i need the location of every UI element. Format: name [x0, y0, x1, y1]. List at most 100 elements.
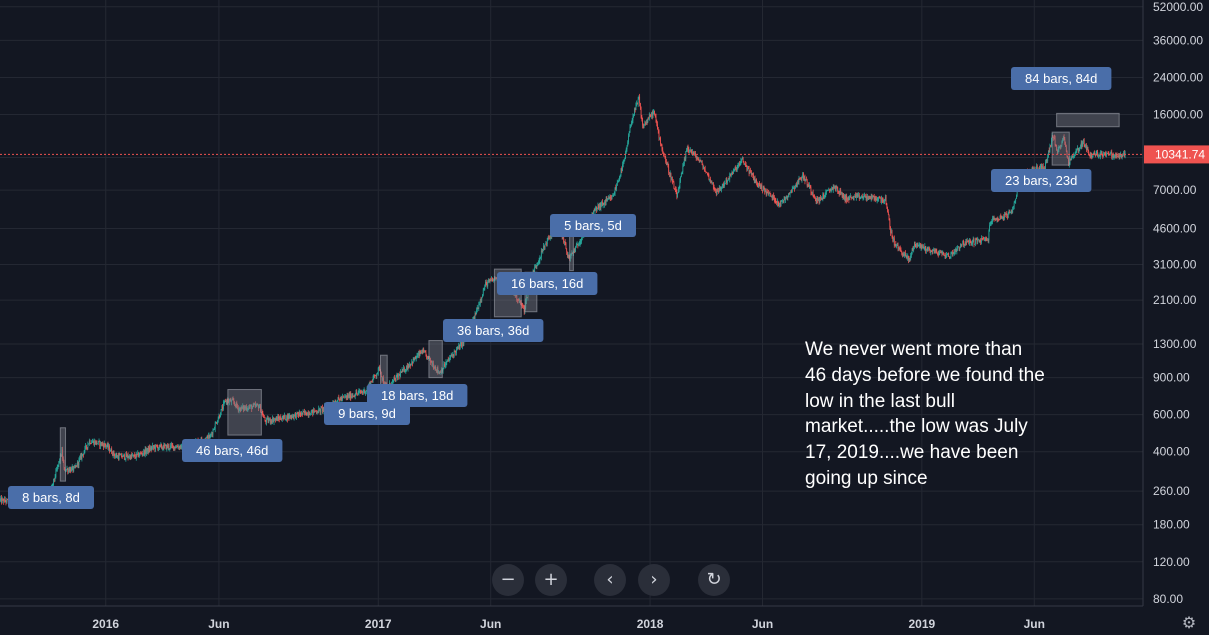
scroll-left-button[interactable]: ‹	[594, 564, 626, 596]
candle-body	[940, 251, 941, 253]
candle-body	[984, 238, 986, 240]
candle-body	[944, 255, 946, 257]
candle-body	[925, 250, 927, 252]
candle-body	[352, 395, 354, 397]
candle-body	[475, 313, 477, 315]
candle-body	[163, 444, 165, 450]
candle-body	[970, 240, 972, 245]
candle-body	[804, 177, 806, 182]
candle-body	[651, 112, 653, 117]
candle-body	[539, 257, 541, 261]
candle-body	[639, 96, 641, 104]
candle-body	[210, 434, 212, 436]
candle-body	[456, 348, 457, 353]
candle-body	[811, 192, 813, 194]
candle-body	[133, 454, 135, 456]
candle-body	[957, 246, 959, 248]
candle-body	[691, 150, 693, 155]
candle-body	[759, 183, 760, 186]
candle-body	[995, 218, 996, 220]
candle-body	[779, 203, 781, 205]
candle-body	[1102, 154, 1104, 157]
candle-body	[282, 415, 284, 419]
candle-body	[526, 297, 527, 302]
candle-body	[214, 429, 215, 430]
candle-body	[391, 381, 393, 386]
candle-body	[848, 197, 850, 200]
candle-body	[831, 187, 833, 189]
candle-body	[923, 248, 925, 249]
scroll-right-button[interactable]: ›	[638, 564, 670, 596]
candle-body	[173, 445, 174, 450]
candle-body	[362, 392, 364, 393]
candle-body	[597, 205, 599, 208]
candle-body	[1080, 147, 1081, 149]
reset-chart-button[interactable]: ↻	[698, 564, 730, 596]
candle-body	[858, 194, 859, 196]
candle-body	[820, 197, 822, 199]
candle-body	[434, 366, 436, 369]
candle-body	[220, 415, 221, 417]
zoom-in-button[interactable]: +	[535, 564, 567, 596]
candle-body	[887, 208, 888, 212]
candle-body	[835, 186, 837, 190]
candle-body	[1056, 150, 1058, 154]
candle-body	[850, 196, 852, 198]
annotation-label: 5 bars, 5d	[564, 218, 622, 233]
candle-body	[275, 417, 277, 420]
candle-body	[155, 444, 157, 450]
candle-body	[570, 254, 572, 256]
candle-body	[1045, 160, 1047, 162]
candle-body	[540, 257, 541, 259]
candle-body	[257, 405, 259, 409]
candle-body	[774, 200, 776, 202]
candle-body	[777, 201, 779, 204]
candle-body	[595, 207, 597, 210]
gear-icon[interactable]: ⚙	[1181, 613, 1197, 632]
candle-body	[643, 124, 645, 128]
candle-body	[782, 200, 784, 202]
candle-body	[323, 407, 325, 409]
candle-body	[877, 199, 879, 201]
candle-body	[240, 406, 242, 412]
candle-body	[92, 440, 94, 442]
candle-body	[714, 188, 716, 191]
candle-body	[803, 173, 804, 179]
candle-body	[948, 253, 950, 257]
candle-body	[123, 454, 125, 460]
candle-body	[271, 421, 273, 423]
candle-body	[899, 248, 900, 249]
candle-body	[222, 407, 224, 409]
candle-body	[263, 416, 264, 418]
candle-body	[880, 198, 882, 202]
candle-body	[867, 196, 869, 200]
candle-body	[615, 187, 617, 189]
candle-body	[861, 196, 862, 198]
candle-body	[887, 211, 889, 215]
candle-body	[419, 351, 421, 356]
candle-body	[841, 192, 842, 194]
candle-body	[803, 177, 805, 179]
candle-body	[656, 121, 658, 125]
candle-body	[566, 248, 568, 252]
candle-body	[155, 444, 157, 446]
candle-body	[934, 250, 935, 254]
candle-body	[660, 143, 662, 145]
candle-body	[479, 303, 480, 305]
candle-body	[249, 405, 251, 408]
candle-body	[269, 418, 271, 423]
candle-body	[392, 379, 394, 382]
candle-body	[993, 217, 995, 221]
candle-body	[996, 217, 998, 221]
candle-body	[97, 443, 98, 445]
candle-body	[157, 446, 159, 450]
candle-body	[1051, 139, 1052, 147]
candle-body	[312, 409, 314, 414]
candle-body	[421, 352, 422, 353]
candle-body	[991, 221, 993, 223]
candle-body	[625, 148, 627, 153]
candle-body	[82, 453, 84, 455]
zoom-out-button[interactable]: −	[492, 564, 524, 596]
range-box	[1051, 131, 1070, 166]
